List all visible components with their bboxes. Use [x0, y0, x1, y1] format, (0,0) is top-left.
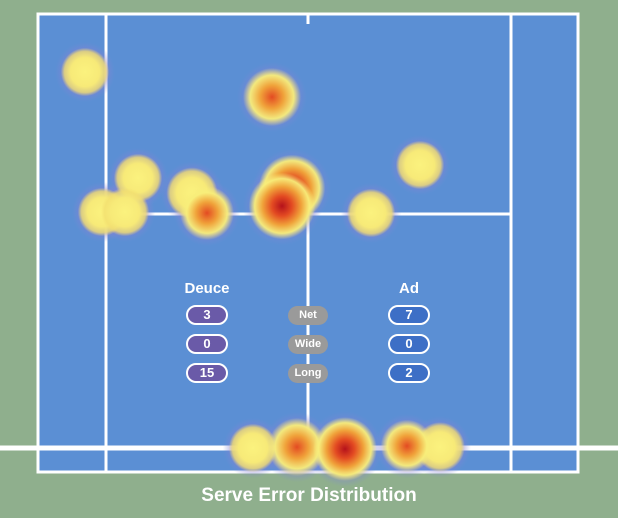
chart-title: Serve Error Distribution [201, 485, 417, 506]
heat-spot [100, 187, 150, 237]
heat-spot [313, 417, 377, 481]
heat-spot [180, 186, 234, 240]
deuce-wide-value: 0 [186, 334, 228, 354]
ad-wide-value: 0 [388, 334, 430, 354]
deuce-header: Deuce [184, 280, 230, 297]
wide-row-label: Wide [288, 335, 328, 354]
heat-spot [267, 417, 327, 477]
ad-header: Ad [399, 280, 419, 297]
heat-spot [380, 419, 434, 473]
heat-spot [60, 47, 110, 97]
heat-spot [242, 67, 302, 127]
heat-spot [395, 140, 445, 190]
long-row-label: Long [288, 364, 328, 383]
heat-spot [248, 172, 316, 240]
ad-net-value: 7 [388, 305, 430, 325]
heat-layer [54, 41, 471, 487]
deuce-long-value: 15 [186, 363, 228, 383]
heat-spot [346, 188, 396, 238]
ad-long-value: 2 [388, 363, 430, 383]
net-row-label: Net [288, 306, 328, 325]
deuce-net-value: 3 [186, 305, 228, 325]
heat-spot [228, 423, 278, 473]
